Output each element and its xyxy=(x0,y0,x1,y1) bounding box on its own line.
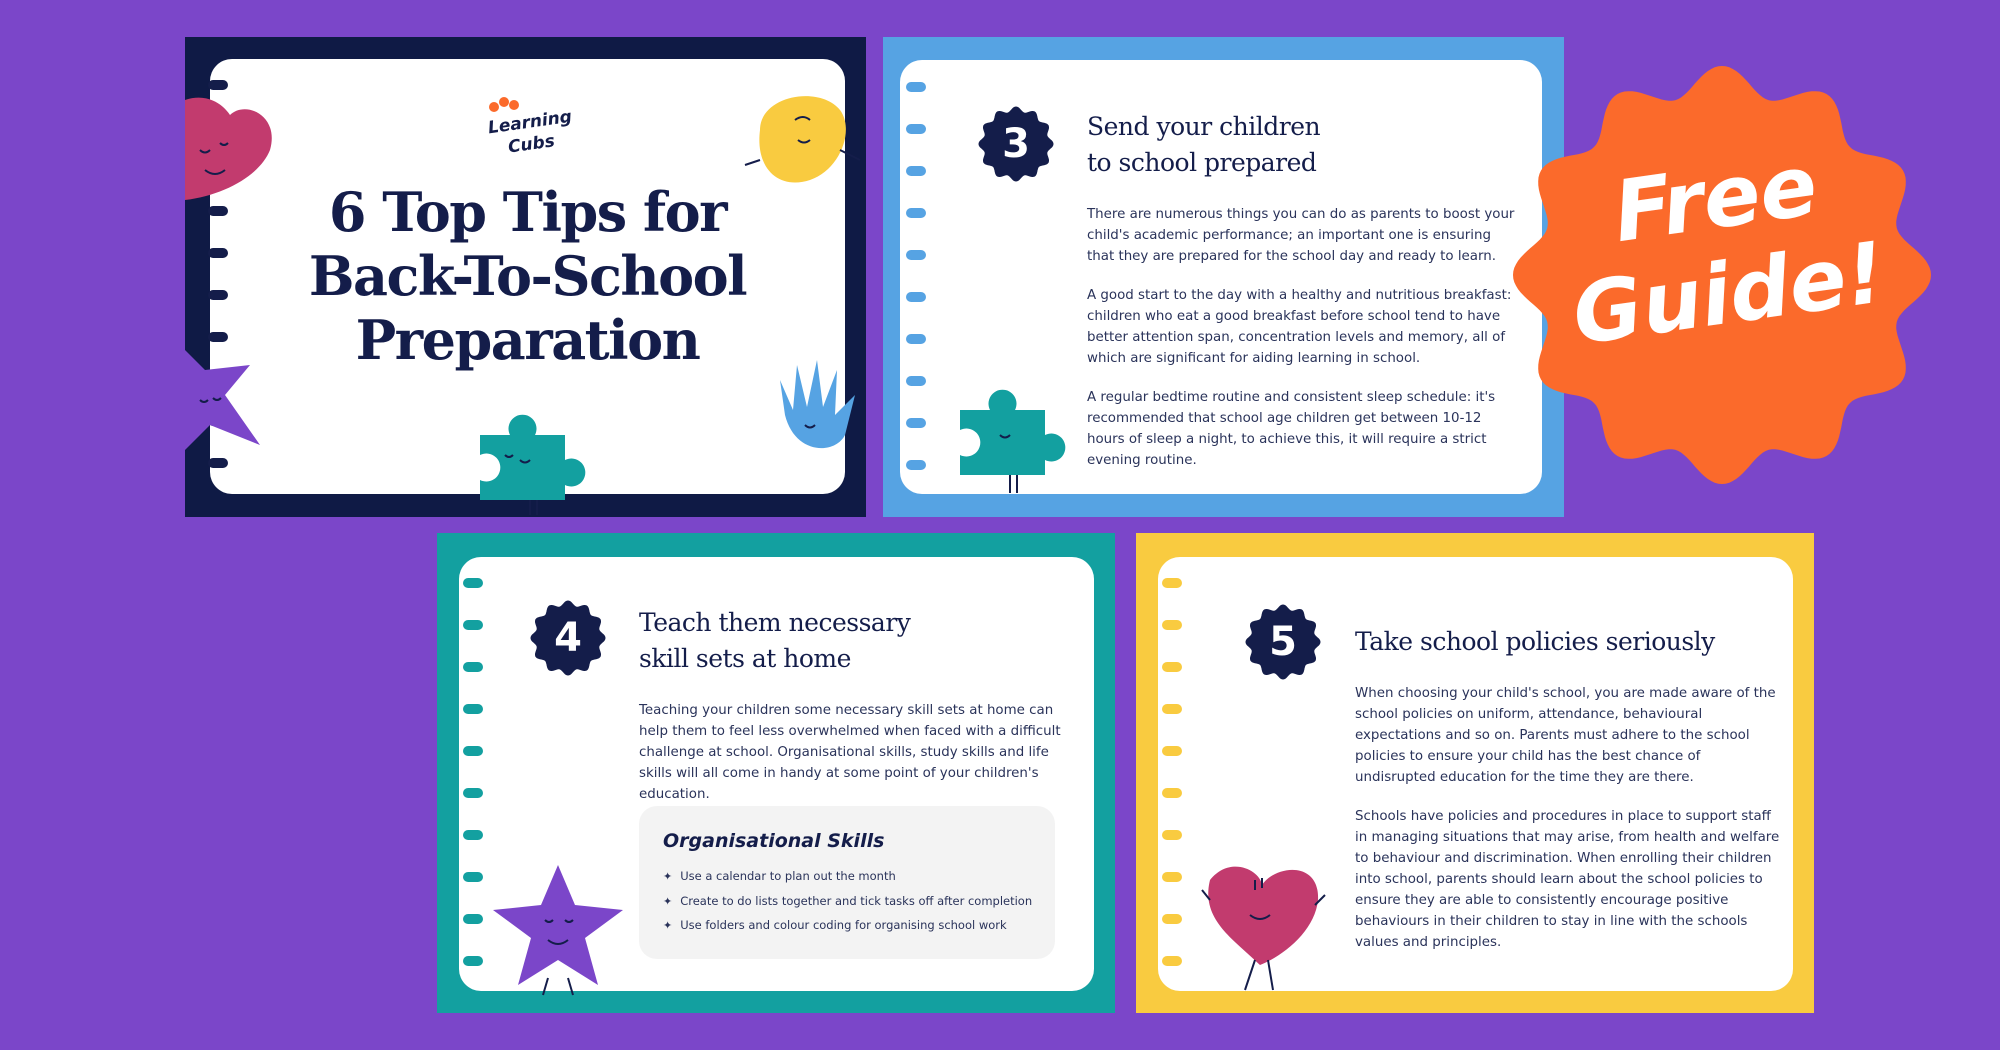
spiral-ring xyxy=(463,914,483,924)
spiral-ring xyxy=(1162,914,1182,924)
spiral-ring xyxy=(1162,830,1182,840)
cover-title-3: Preparation xyxy=(355,308,701,372)
spiral-ring xyxy=(463,872,483,882)
tip3-title-1: Send your children xyxy=(1087,112,1321,141)
svg-text:Cubs: Cubs xyxy=(507,131,556,157)
puzzle-mascot-icon xyxy=(480,414,586,515)
spiral-ring xyxy=(208,206,228,216)
paragraph: Schools have policies and procedures in … xyxy=(1355,809,1780,950)
spiral-ring xyxy=(906,418,926,428)
box-title: Organisational Skills xyxy=(663,830,885,852)
spiral-ring xyxy=(906,166,926,176)
spiral-ring xyxy=(463,788,483,798)
paragraph: A good start to the day with a healthy a… xyxy=(1087,288,1512,366)
spiral-ring xyxy=(1162,956,1182,966)
blob-mascot-icon xyxy=(744,96,861,183)
tip5-body: When choosing your child's school, you a… xyxy=(1355,683,1785,971)
free-guide-badge xyxy=(1513,66,1931,484)
hand-mascot-icon xyxy=(780,360,855,449)
spiral-ring xyxy=(463,746,483,756)
spiral-ring xyxy=(1162,620,1182,630)
number-badge: 3 xyxy=(978,106,1054,182)
tip4-title-2: skill sets at home xyxy=(639,644,851,673)
spiral-ring xyxy=(906,208,926,218)
star-mascot-icon xyxy=(493,865,623,996)
spiral-ring xyxy=(1162,662,1182,672)
spiral-ring xyxy=(906,82,926,92)
tip3-title-2: to school prepared xyxy=(1087,148,1317,177)
paragraph: Teaching your children some necessary sk… xyxy=(639,703,1061,802)
spiral-ring xyxy=(1162,578,1182,588)
spiral-ring xyxy=(906,460,926,470)
puzzle-mascot-icon xyxy=(960,389,1066,493)
spiral-ring xyxy=(1162,872,1182,882)
cover-title-2: Back-To-School xyxy=(308,244,748,308)
list-item: ✦ Use folders and colour coding for organ… xyxy=(663,918,1007,932)
tip4-body: Teaching your children some necessary sk… xyxy=(639,700,1069,823)
list-item: ✦ Use a calendar to plan out the month xyxy=(663,869,896,883)
spiral-ring xyxy=(463,578,483,588)
spiral-ring xyxy=(906,124,926,134)
spiral-ring xyxy=(906,250,926,260)
paragraph: There are numerous things you can do as … xyxy=(1087,207,1515,264)
number-label: 4 xyxy=(554,615,582,661)
cover-title-1: 6 Top Tips for xyxy=(328,180,728,244)
spiral-ring xyxy=(463,620,483,630)
spiral-ring xyxy=(463,830,483,840)
paragraph: When choosing your child's school, you a… xyxy=(1355,686,1776,785)
sparkle-bullet-icon: ✦ xyxy=(663,919,673,932)
badge-shape xyxy=(1513,66,1931,484)
number-badge: 5 xyxy=(1245,604,1321,680)
spiral-ring xyxy=(208,458,228,468)
spiral-ring xyxy=(463,956,483,966)
spiral-ring xyxy=(1162,788,1182,798)
spiral-ring xyxy=(906,292,926,302)
number-label: 5 xyxy=(1269,619,1297,665)
spiral-ring xyxy=(1162,704,1182,714)
organisational-skills-box: Organisational Skills ✦ Use a calendar to… xyxy=(639,806,1055,959)
spiral-ring xyxy=(208,80,228,90)
star-mascot-icon xyxy=(185,350,260,450)
spiral-ring xyxy=(463,662,483,672)
list-item: ✦ Create to do lists together and tick ta… xyxy=(663,893,1033,908)
tip4-title-1: Teach them necessary xyxy=(639,608,911,637)
sparkle-bullet-icon: ✦ xyxy=(663,894,673,908)
logo-icon: Learning Cubs xyxy=(487,97,573,158)
spiral-ring xyxy=(208,290,228,300)
spiral-ring xyxy=(463,704,483,714)
tip5-title: Take school policies seriously xyxy=(1355,627,1715,656)
spiral-ring xyxy=(208,332,228,342)
spiral-ring xyxy=(906,334,926,344)
tip3-body: There are numerous things you can do as … xyxy=(1087,204,1517,489)
number-label: 3 xyxy=(1002,121,1030,167)
sparkle-bullet-icon: ✦ xyxy=(663,870,673,883)
spiral-ring xyxy=(906,376,926,386)
heart-mascot-icon xyxy=(185,97,272,200)
spiral-ring xyxy=(1162,746,1182,756)
paragraph: A regular bedtime routine and consistent… xyxy=(1087,390,1496,468)
heart-mascot-icon xyxy=(1201,866,1326,991)
number-badge: 4 xyxy=(530,600,606,676)
spiral-ring xyxy=(208,248,228,258)
